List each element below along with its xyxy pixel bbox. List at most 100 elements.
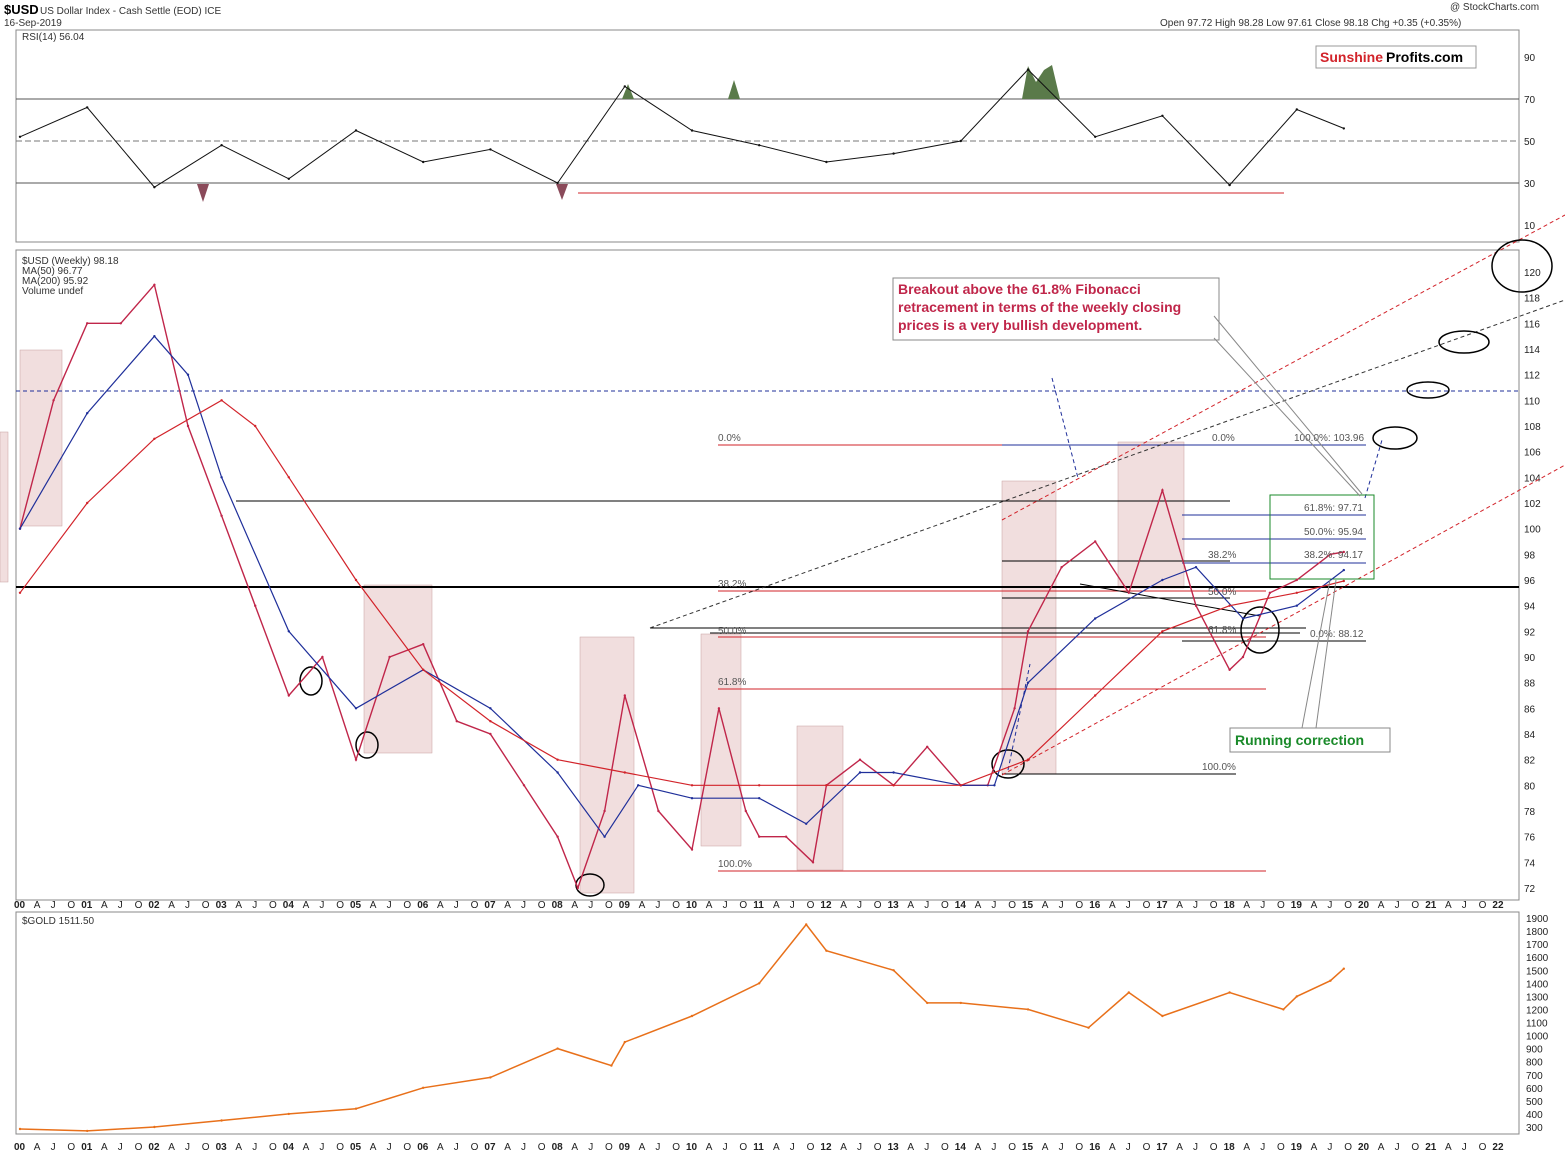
x-sub-0-19-2: O (1344, 900, 1352, 911)
series-1-point-23 (744, 809, 747, 813)
x-axis: 00 A J O 01 A J O 02 A J O 03 A J O 04 A J O 05 A J O 06 A J O 07 A J O… (14, 900, 1504, 1153)
x-sub-1-3-1: J (252, 1142, 257, 1153)
rsi-tick-4: 10 (1524, 221, 1536, 232)
x-sub-1-20-0: A (1378, 1142, 1385, 1153)
x-sub-0-18-1: J (1260, 900, 1265, 911)
series-2-point-5 (287, 630, 290, 633)
x-sub-1-21-0: A (1445, 1142, 1452, 1153)
x-sub-1-18-0: A (1243, 1142, 1250, 1153)
price-tick-3: 78 (1524, 807, 1536, 818)
x-sub-0-6-2: O (471, 900, 479, 911)
series-3-point-16 (1026, 758, 1030, 761)
x-sub-0-8-2: O (605, 900, 613, 911)
x-year-1-4: 04 (283, 1142, 295, 1153)
series-line-2 (19, 335, 1345, 838)
series-0-point-1 (86, 106, 89, 109)
x-sub-1-13-2: O (941, 1142, 949, 1153)
running-pointer-2 (1301, 579, 1331, 729)
gold-tick-14: 1700 (1526, 940, 1549, 951)
series-4-point-26 (1342, 967, 1346, 970)
x-year-0-17: 17 (1156, 900, 1168, 911)
series-1-point-38 (1161, 489, 1164, 492)
x-sub-0-7-2: O (538, 900, 546, 911)
x-sub-0-10-1: J (723, 900, 728, 911)
price-tick-15: 102 (1524, 499, 1541, 510)
x-year-0-20: 20 (1358, 900, 1370, 911)
series-3-point-9 (556, 758, 559, 761)
series-2-point-3 (186, 373, 190, 376)
rsi-tick-2: 50 (1524, 137, 1536, 148)
series-1-point-13 (455, 720, 458, 723)
x-sub-1-0-0: A (34, 1142, 41, 1153)
x-sub-0-5-0: A (370, 900, 377, 911)
series-1-point-24 (758, 835, 761, 838)
x-sub-1-15-0: A (1042, 1142, 1049, 1153)
x-sub-0-13-2: O (941, 900, 949, 911)
x-sub-1-2-0: A (168, 1142, 175, 1153)
x-sub-1-12-1: J (857, 1142, 862, 1153)
price-tick-6: 84 (1524, 730, 1536, 741)
series-3-point-15 (959, 784, 962, 787)
x-sub-1-18-2: O (1277, 1142, 1285, 1153)
series-0-point-2 (153, 186, 156, 189)
fib-c-100: 100.0%: 103.96 (1294, 433, 1364, 444)
series-3-point-4 (254, 424, 257, 428)
price-tick-14: 100 (1524, 525, 1541, 536)
x-sub-1-11-1: J (790, 1142, 795, 1153)
series-0-point-16 (1094, 135, 1097, 138)
chart-date: 16-Sep-2019 (4, 18, 62, 29)
series-4-point-14 (825, 949, 828, 952)
x-sub-1-14-2: O (1008, 1142, 1016, 1153)
series-2-point-4 (220, 476, 223, 479)
x-sub-1-5-0: A (370, 1142, 377, 1153)
price-tick-21: 114 (1524, 345, 1540, 356)
series-0-point-13 (892, 152, 895, 155)
series-line-0 (19, 68, 1344, 188)
series-4-point-2 (153, 1125, 156, 1129)
x-sub-1-19-2: O (1344, 1142, 1352, 1153)
series-4-point-25 (1329, 979, 1332, 982)
fib-b-100: 100.0% (1202, 762, 1236, 773)
chart-symbol: $USD (4, 2, 39, 17)
price-legend-2: MA(50) 96.77 (22, 266, 83, 277)
series-0-point-6 (422, 160, 425, 164)
x-year-0-12: 12 (820, 900, 832, 911)
price-tick-20: 112 (1524, 371, 1540, 382)
series-1-point-6 (220, 514, 223, 517)
series-1-point-43 (1295, 578, 1299, 582)
logo-profits: Profits.com (1386, 49, 1463, 65)
x-sub-0-8-0: A (571, 900, 578, 911)
x-year-1-19: 19 (1291, 1142, 1303, 1153)
x-sub-0-15-1: J (1059, 900, 1064, 911)
x-year-1-12: 12 (820, 1142, 832, 1153)
series-4-point-20 (1127, 991, 1131, 994)
x-year-1-16: 16 (1089, 1142, 1101, 1153)
fib-d-50: 50.0% (1208, 587, 1236, 598)
x-sub-0-9-2: O (672, 900, 680, 911)
running-correction-box (1269, 494, 1375, 580)
series-4-point-3 (220, 1119, 223, 1122)
series-4-point-8 (556, 1047, 559, 1050)
x-year-1-22: 22 (1492, 1142, 1504, 1153)
x-sub-0-20-0: A (1378, 900, 1385, 911)
series-4-point-11 (690, 1014, 694, 1018)
series-1-point-22 (717, 707, 721, 710)
x-sub-1-19-0: A (1311, 1142, 1318, 1153)
series-1-point-35 (1060, 566, 1063, 569)
series-3-point-3 (220, 399, 223, 402)
price-tick-7: 86 (1524, 704, 1536, 715)
x-sub-0-9-0: A (639, 900, 646, 911)
series-3-point-17 (1094, 694, 1097, 697)
x-sub-0-3-0: A (235, 900, 242, 911)
series-4-point-4 (287, 1112, 290, 1116)
x-sub-0-15-2: O (1075, 900, 1083, 911)
series-1-point-18 (603, 809, 606, 813)
series-0-point-5 (354, 129, 358, 132)
gold-tick-8: 1100 (1526, 1019, 1548, 1030)
series-2-point-14 (805, 822, 808, 825)
rsi-tick-0: 90 (1524, 53, 1536, 64)
series-2-point-12 (690, 797, 694, 800)
fib-a-0: 0.0% (718, 433, 741, 444)
x-year-0-16: 16 (1089, 900, 1101, 911)
series-4-point-16 (926, 1001, 929, 1005)
